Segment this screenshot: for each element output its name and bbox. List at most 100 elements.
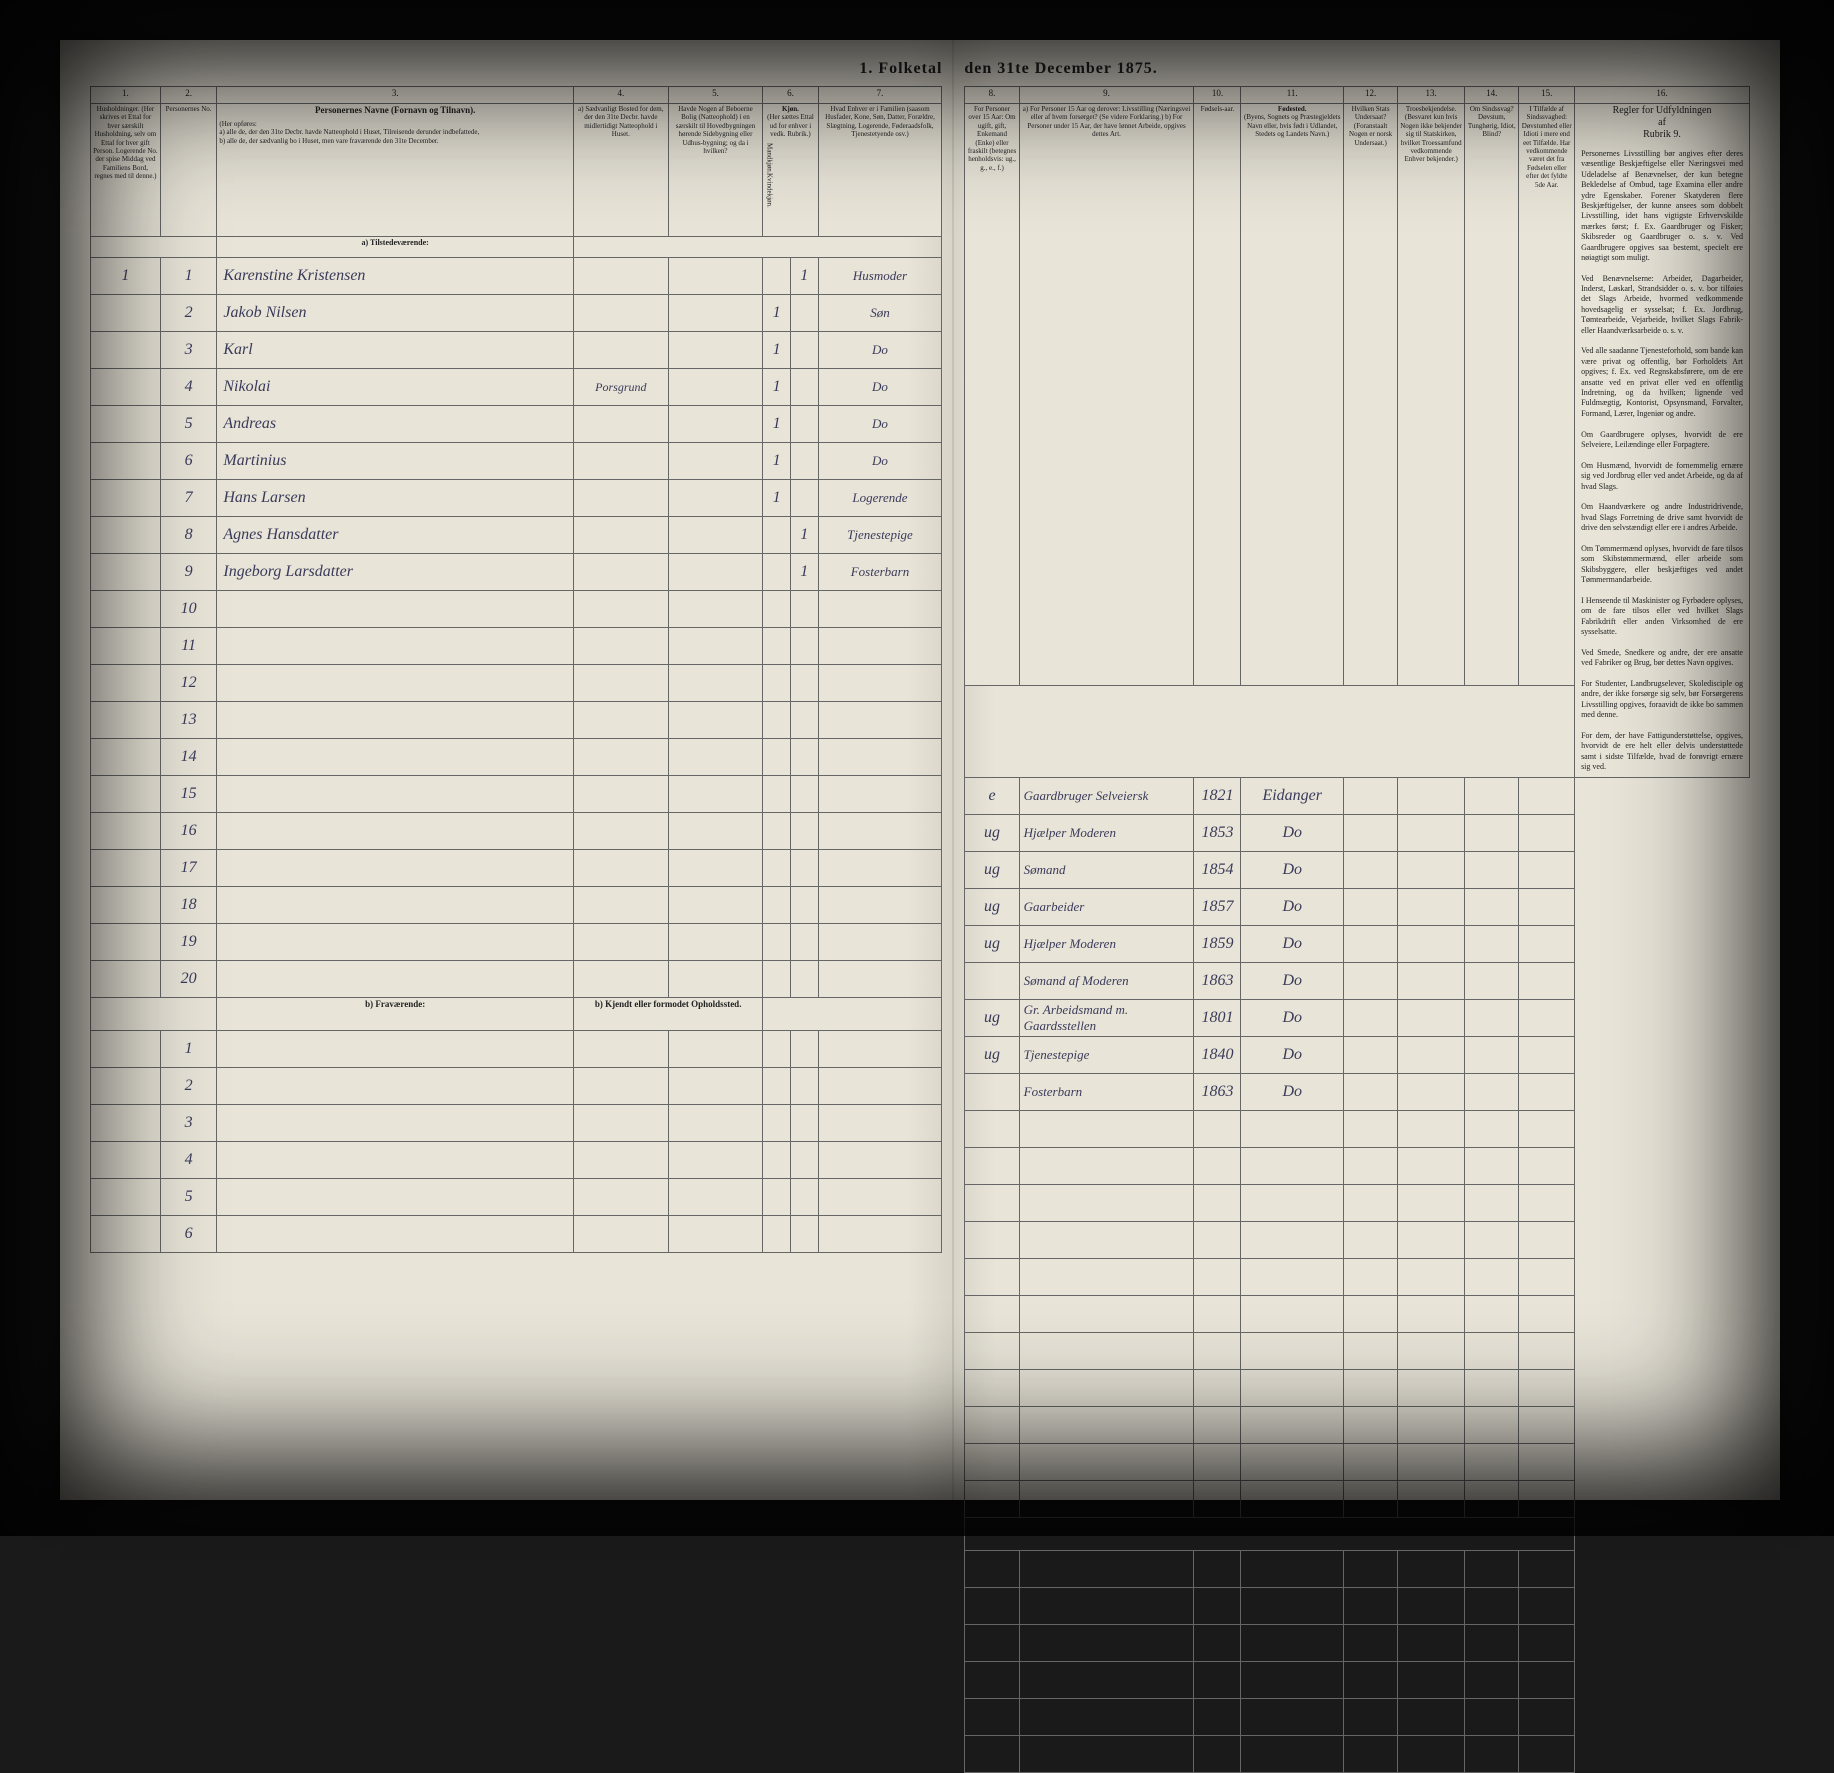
marital-status: ug bbox=[965, 926, 1019, 963]
header-c7: Hvad Enhver er i Familien (saasom Husfad… bbox=[818, 104, 942, 237]
header-c1: Husholdninger. (Her skrives et Ettal for… bbox=[91, 104, 161, 237]
occupation: Hjælper Moderen bbox=[1019, 926, 1194, 963]
residence bbox=[574, 258, 669, 295]
table-row bbox=[965, 1625, 1750, 1662]
table-row: 4 Nikolai Porsgrund 1 Do bbox=[91, 369, 942, 406]
birth-year: 1859 bbox=[1194, 926, 1241, 963]
col-num: 1. bbox=[91, 87, 161, 104]
residence bbox=[574, 480, 669, 517]
marital-status: e bbox=[965, 778, 1019, 815]
table-row bbox=[965, 1222, 1750, 1259]
birth-year: 1821 bbox=[1194, 778, 1241, 815]
family-role: Do bbox=[818, 406, 942, 443]
table-row: 5 Andreas 1 Do bbox=[91, 406, 942, 443]
header-c12: Hvilken Stats Undersaat? (Foranstaalt No… bbox=[1343, 104, 1397, 686]
family-role: Do bbox=[818, 369, 942, 406]
header-c14: Om Sindssvag? Døvstum, Tunghørig, Idiot,… bbox=[1465, 104, 1519, 686]
building bbox=[668, 406, 763, 443]
birth-year: 1863 bbox=[1194, 1074, 1241, 1111]
birth-year: 1853 bbox=[1194, 815, 1241, 852]
table-row: ug Hjælper Moderen 1853 Do bbox=[965, 815, 1750, 852]
col-num: 14. bbox=[1465, 87, 1519, 104]
table-row bbox=[965, 1333, 1750, 1370]
table-row: 8 Agnes Hansdatter 1 Tjenestepige bbox=[91, 517, 942, 554]
col-num: 7. bbox=[818, 87, 942, 104]
family-role: Do bbox=[818, 443, 942, 480]
col-num: 2. bbox=[160, 87, 217, 104]
table-row: ug Hjælper Moderen 1859 Do bbox=[965, 926, 1750, 963]
table-row bbox=[965, 1444, 1750, 1481]
col-num: 8. bbox=[965, 87, 1019, 104]
household-num bbox=[91, 332, 161, 369]
marital-status: ug bbox=[965, 815, 1019, 852]
header-c15: I Tilfælde af Sindssvaghed: Døvstumhed e… bbox=[1519, 104, 1575, 686]
person-num: 1 bbox=[160, 258, 217, 295]
building bbox=[668, 369, 763, 406]
birth-year: 1857 bbox=[1194, 889, 1241, 926]
building bbox=[668, 480, 763, 517]
page-title-left: 1. Folketal bbox=[90, 60, 942, 78]
male: 1 bbox=[763, 369, 791, 406]
female: 1 bbox=[790, 517, 818, 554]
table-row bbox=[965, 1185, 1750, 1222]
table-row: 5 bbox=[91, 1179, 942, 1216]
residence: Porsgrund bbox=[574, 369, 669, 406]
table-row bbox=[965, 1551, 1750, 1588]
male bbox=[763, 517, 791, 554]
header-c9: a) For Personer 15 Aar og derover: Livss… bbox=[1019, 104, 1194, 686]
col-num: 11. bbox=[1241, 87, 1343, 104]
table-row: 15 bbox=[91, 776, 942, 813]
marital-status: ug bbox=[965, 1037, 1019, 1074]
person-name: Jakob Nilsen bbox=[217, 295, 574, 332]
table-row: 1 1 Karenstine Kristensen 1 Husmoder bbox=[91, 258, 942, 295]
col-num: 13. bbox=[1398, 87, 1465, 104]
table-row: Sømand af Moderen 1863 Do bbox=[965, 963, 1750, 1000]
female bbox=[790, 406, 818, 443]
family-role: Tjenestepige bbox=[818, 517, 942, 554]
household-num bbox=[91, 480, 161, 517]
occupation: Fosterbarn bbox=[1019, 1074, 1194, 1111]
female bbox=[790, 480, 818, 517]
person-name: Andreas bbox=[217, 406, 574, 443]
table-row: 19 bbox=[91, 924, 942, 961]
male: 1 bbox=[763, 406, 791, 443]
person-num: 7 bbox=[160, 480, 217, 517]
header-c10: Fødsels-aar. bbox=[1194, 104, 1241, 686]
building bbox=[668, 332, 763, 369]
table-row: 16 bbox=[91, 813, 942, 850]
table-row: 13 bbox=[91, 702, 942, 739]
male: 1 bbox=[763, 443, 791, 480]
person-num: 3 bbox=[160, 332, 217, 369]
family-role: Do bbox=[818, 332, 942, 369]
table-row: 18 bbox=[91, 887, 942, 924]
right-page: den 31te December 1875. 8. 9. 10. 11. 12… bbox=[954, 40, 1780, 1500]
table-row: e Gaardbruger Selveiersk 1821 Eidanger bbox=[965, 778, 1750, 815]
col-num: 12. bbox=[1343, 87, 1397, 104]
header-c3: Personernes Navne (Fornavn og Tilnavn). … bbox=[217, 104, 574, 237]
female bbox=[790, 369, 818, 406]
building bbox=[668, 517, 763, 554]
family-role: Fosterbarn bbox=[818, 554, 942, 591]
table-row: 17 bbox=[91, 850, 942, 887]
census-table-right: 8. 9. 10. 11. 12. 13. 14. 15. 16. For Pe… bbox=[964, 86, 1750, 1773]
header-c4: a) Sædvanligt Bosted for dem, der den 31… bbox=[574, 104, 669, 237]
occupation: Gr. Arbeidsmand m. Gaardsstellen bbox=[1019, 1000, 1194, 1037]
table-row: 14 bbox=[91, 739, 942, 776]
residence bbox=[574, 295, 669, 332]
family-role: Logerende bbox=[818, 480, 942, 517]
census-document: 1. Folketal 1. 2. 3. 4. 5. 6. 7. Hushold… bbox=[60, 40, 1780, 1500]
household-num: 1 bbox=[91, 258, 161, 295]
birthplace: Do bbox=[1241, 963, 1343, 1000]
table-row: 6 Martinius 1 Do bbox=[91, 443, 942, 480]
col-num: 3. bbox=[217, 87, 574, 104]
header-row: Husholdninger. (Her skrives et Ettal for… bbox=[91, 104, 942, 237]
household-num bbox=[91, 295, 161, 332]
rules-text: Personernes Livsstilling bør angives eft… bbox=[1577, 145, 1747, 776]
table-row: ug Tjenestepige 1840 Do bbox=[965, 1037, 1750, 1074]
table-row: ug Gaarbeider 1857 Do bbox=[965, 889, 1750, 926]
table-row bbox=[965, 1148, 1750, 1185]
residence bbox=[574, 554, 669, 591]
table-row bbox=[965, 1259, 1750, 1296]
table-row: 11 bbox=[91, 628, 942, 665]
header-c11: Fødested. (Byens, Sognets og Præstegjeld… bbox=[1241, 104, 1343, 686]
